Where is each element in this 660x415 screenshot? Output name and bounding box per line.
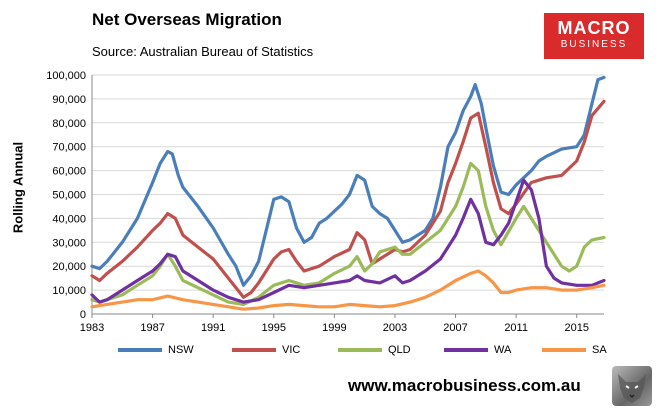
x-tick-label: 1987 xyxy=(140,322,164,334)
legend-label: QLD xyxy=(388,344,411,356)
x-tick-label: 1999 xyxy=(322,322,346,334)
series-line-nsw xyxy=(90,75,606,287)
legend-swatch xyxy=(542,348,586,352)
x-tick-label: 2015 xyxy=(564,322,588,334)
legend-item-vic: VIC xyxy=(232,344,300,356)
logo-line-2: BUSINESS xyxy=(560,39,628,50)
website-url[interactable]: www.macrobusiness.com.au xyxy=(348,376,581,395)
line-chart: 0 10,000 20,000 30,000 40,000 50,000 60,000 70,… xyxy=(46,70,606,334)
x-tick-label: 1991 xyxy=(201,322,225,334)
y-tick-label: 80,000 xyxy=(52,118,86,130)
x-tick-label: 1995 xyxy=(262,322,286,334)
wolf-icon xyxy=(612,366,652,406)
macrobusiness-logo[interactable]: MACRO BUSINESS xyxy=(544,13,644,59)
series-line-wa xyxy=(90,178,606,304)
legend-swatch xyxy=(232,348,276,352)
y-tick-label: 50,000 xyxy=(52,190,86,202)
y-tick-label: 40,000 xyxy=(52,213,86,225)
y-tick-label: 90,000 xyxy=(52,94,86,106)
y-tick-label: 60,000 xyxy=(52,166,86,178)
legend-label: SA xyxy=(592,344,607,356)
legend-item-wa: WA xyxy=(444,344,511,356)
legend-label: NSW xyxy=(168,344,194,356)
logo-line-1: MACRO xyxy=(557,18,631,38)
x-tick-label: 1983 xyxy=(80,322,104,334)
y-tick-label: 30,000 xyxy=(52,237,86,249)
legend-item-nsw: NSW xyxy=(118,344,194,356)
legend-swatch xyxy=(338,348,382,352)
series-line-qld xyxy=(90,161,606,306)
legend-item-sa: SA xyxy=(542,344,607,356)
x-tick-label: 2007 xyxy=(443,322,467,334)
chart-subtitle: Source: Australian Bureau of Statistics xyxy=(92,44,314,59)
series-line-vic xyxy=(90,99,606,299)
y-tick-label: 0 xyxy=(80,309,86,321)
legend-label: WA xyxy=(494,344,512,356)
legend-label: VIC xyxy=(282,344,301,356)
chart-legend: NSW VIC QLD WA SA xyxy=(0,344,660,366)
legend-item-qld: QLD xyxy=(338,344,411,356)
y-tick-label: 70,000 xyxy=(52,142,86,154)
x-tick-label: 2003 xyxy=(383,322,407,334)
series-line-sa xyxy=(90,269,606,311)
y-tick-label: 10,000 xyxy=(52,285,86,297)
x-tick-label: 2011 xyxy=(504,322,528,334)
y-tick-label: 20,000 xyxy=(52,261,86,273)
chart-title: Net Overseas Migration xyxy=(92,10,282,29)
legend-swatch xyxy=(444,348,488,352)
legend-swatch xyxy=(118,348,162,352)
y-tick-label: 100,000 xyxy=(46,70,86,82)
